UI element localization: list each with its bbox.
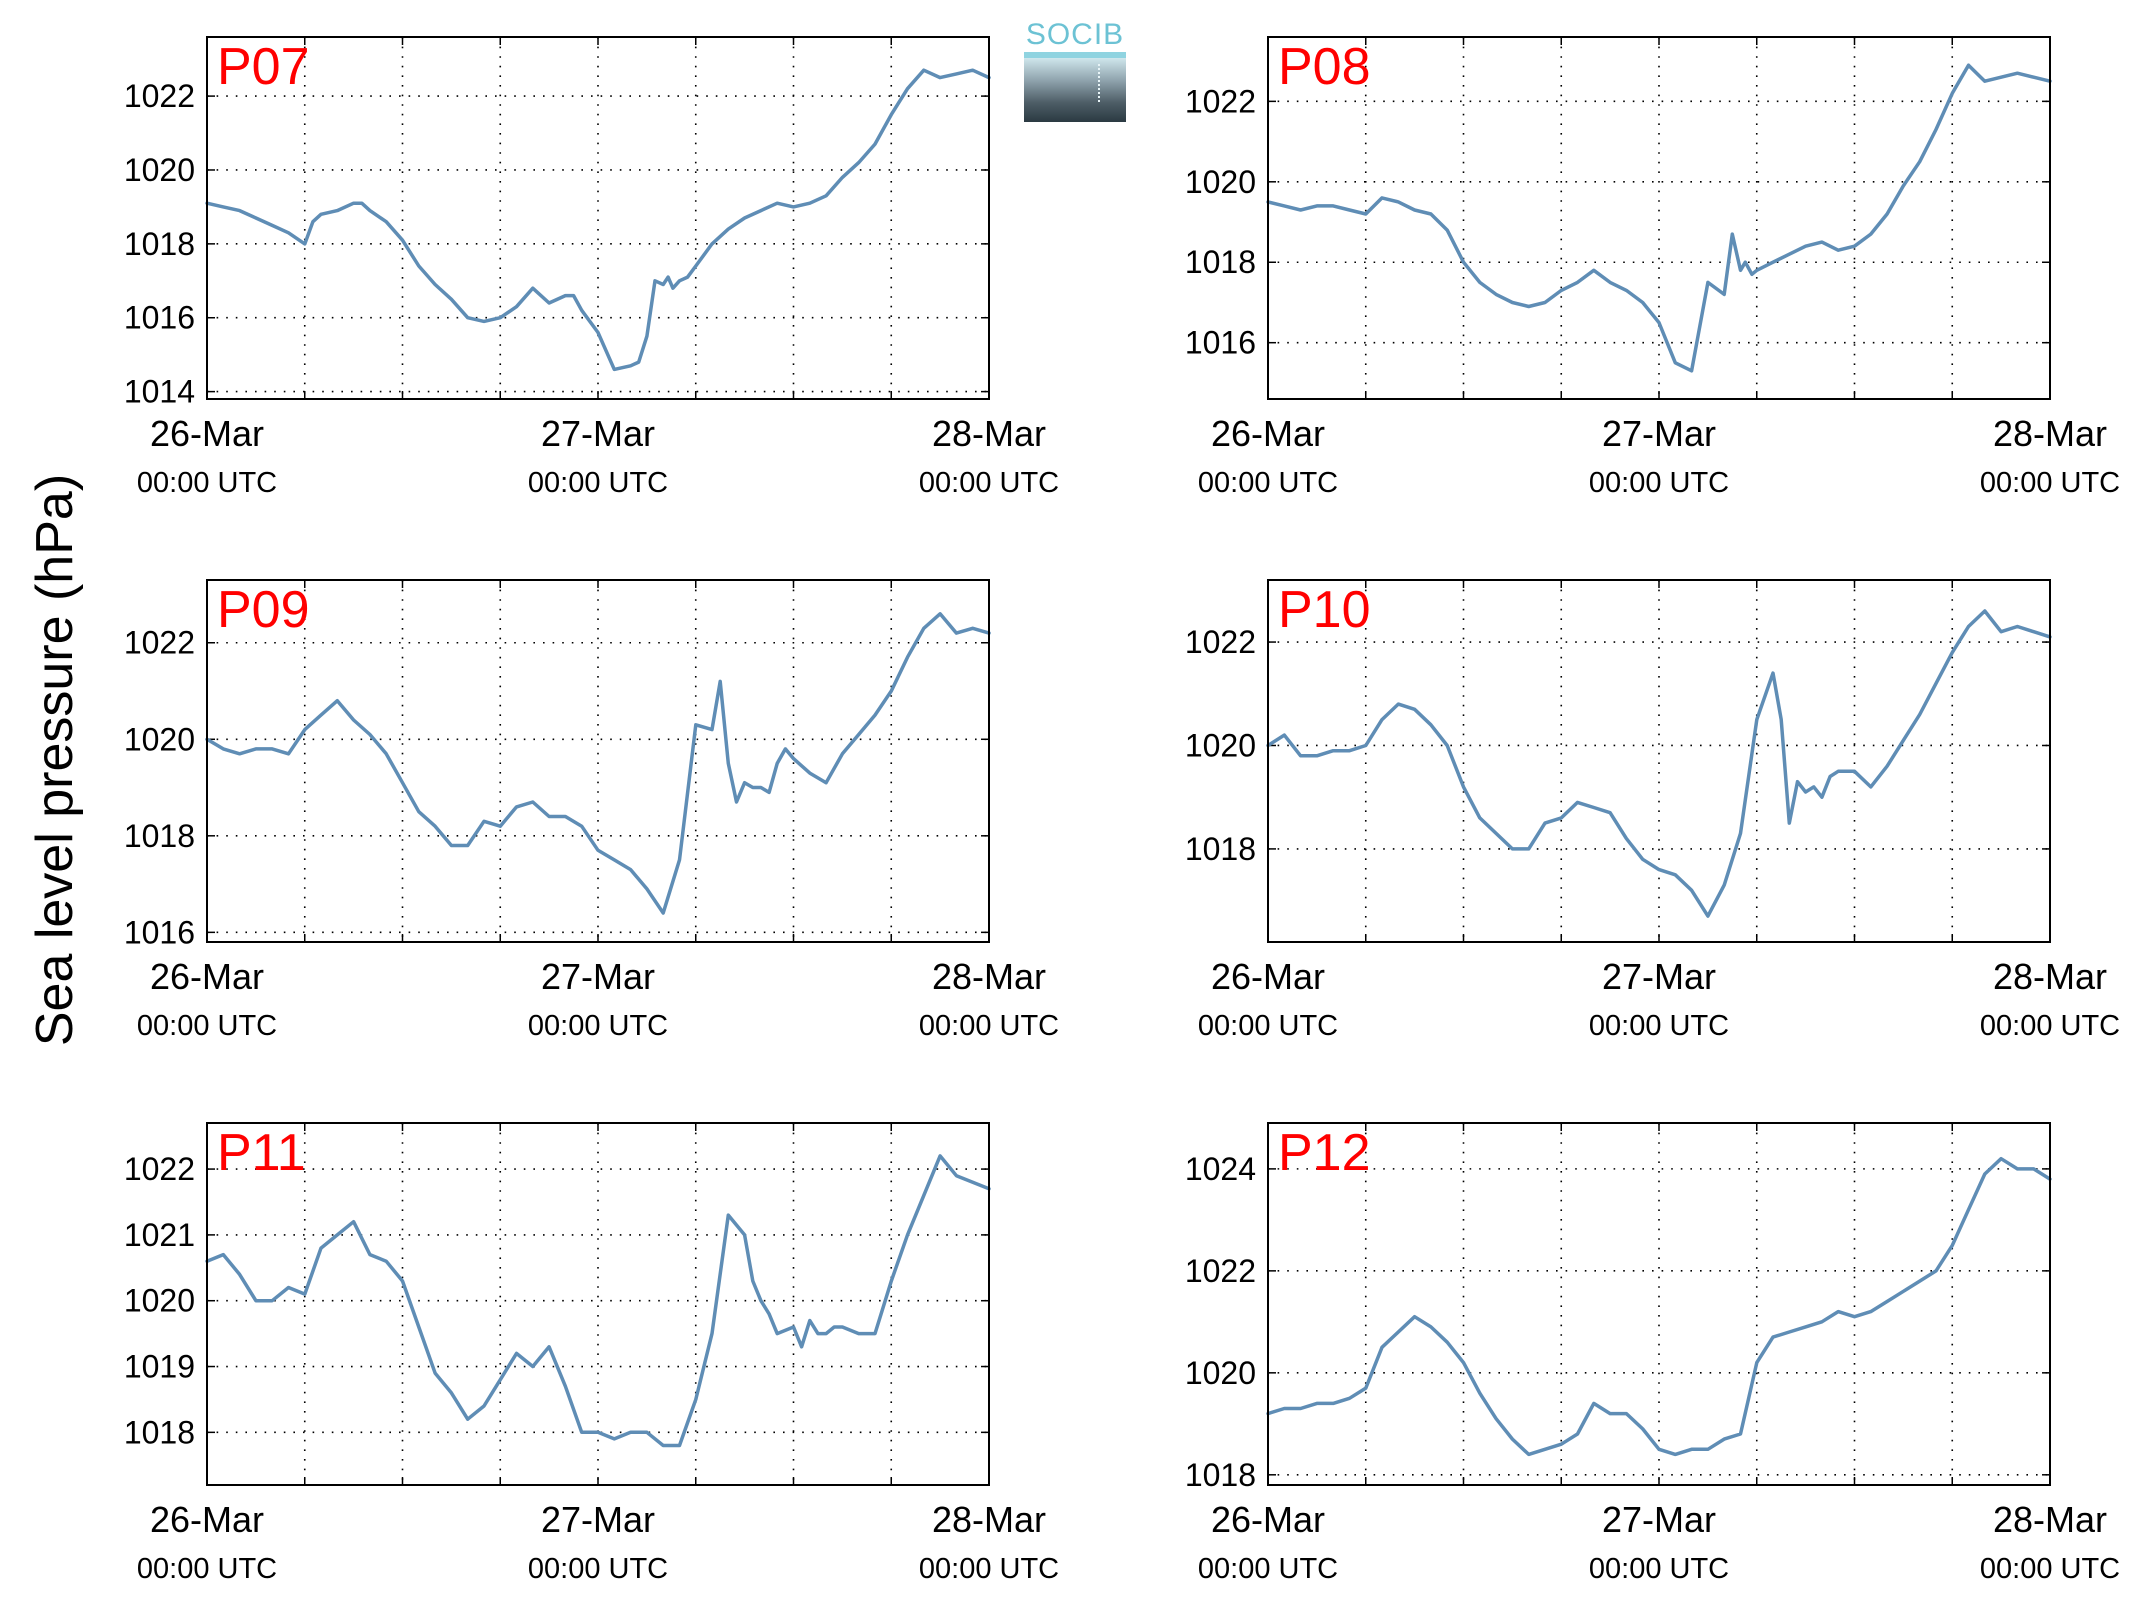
y-tick-label: 1020 (1185, 727, 1256, 763)
y-axis-label-container: Sea level pressure (hPa) (0, 0, 100, 1608)
socib-logo: SOCIB (1024, 18, 1126, 122)
y-tick-label: 1022 (1185, 624, 1256, 660)
panel-title: P07 (217, 38, 310, 96)
x-tick-label-time: 00:00 UTC (137, 467, 277, 499)
chart-panel-p10: 1018 1020 1022 26-Mar 00:00 UTC 27-Mar 00:00 U… (1185, 579, 2120, 1042)
plot-area: 1018 1019 1020 1021 1022 26-Mar 00:00 UTC 27-Ma… (124, 1122, 1059, 1585)
y-tick-label: 1020 (124, 721, 195, 757)
x-tick-label-time: 00:00 UTC (919, 467, 1059, 499)
x-tick-label-date: 26-Mar (1211, 956, 1325, 997)
y-tick-label: 1020 (1185, 164, 1256, 200)
x-tick-label-time: 00:00 UTC (1589, 1553, 1729, 1585)
y-tick-label: 1018 (124, 1414, 195, 1450)
axes-box (1267, 1122, 2051, 1486)
y-tick-label: 1016 (1185, 325, 1256, 361)
x-tick-label-date: 27-Mar (1602, 956, 1716, 997)
series-line (1266, 63, 2052, 373)
panel-title: P10 (1278, 581, 1371, 639)
chart-panel-p07: 1014 1016 1018 1020 1022 26-Mar 00:00 UTC 27-Ma… (124, 36, 1059, 499)
axes-box (1267, 36, 2051, 400)
series-line (1266, 1156, 2052, 1457)
plot-area: 1014 1016 1018 1020 1022 26-Mar 00:00 UTC 27-Ma… (124, 36, 1059, 499)
y-tick-label: 1019 (124, 1349, 195, 1385)
chart-panel-p09: 1016 1018 1020 1022 26-Mar 00:00 UTC 27-Mar 00:… (124, 579, 1059, 1042)
panel-title: P12 (1278, 1124, 1371, 1182)
x-tick-label-time: 00:00 UTC (1589, 467, 1729, 499)
x-tick-label-time: 00:00 UTC (919, 1553, 1059, 1585)
y-tick-label: 1018 (124, 818, 195, 854)
panel-title: P08 (1278, 38, 1371, 96)
x-tick-label-date: 26-Mar (150, 1499, 264, 1540)
x-tick-label-date: 27-Mar (1602, 1499, 1716, 1540)
chart-panel-p12: 1018 1020 1022 1024 26-Mar 00:00 UTC 27-Mar 00:… (1185, 1122, 2120, 1585)
x-tick-label-time: 00:00 UTC (1980, 1010, 2120, 1042)
plot-area: 1016 1018 1020 1022 26-Mar 00:00 UTC 27-Mar 00:… (1185, 36, 2120, 499)
x-tick-label-date: 26-Mar (150, 956, 264, 997)
x-tick-label-date: 26-Mar (1211, 413, 1325, 454)
logo-text: SOCIB (1025, 18, 1125, 51)
x-tick-label-date: 28-Mar (932, 1499, 1046, 1540)
x-tick-label-date: 27-Mar (541, 413, 655, 454)
x-tick-label-time: 00:00 UTC (528, 467, 668, 499)
y-tick-label: 1022 (124, 1151, 195, 1187)
x-tick-label-date: 28-Mar (1993, 956, 2107, 997)
plot-area: 1018 1020 1022 1024 26-Mar 00:00 UTC 27-Mar 00:… (1185, 1122, 2120, 1585)
y-tick-label: 1018 (1185, 1457, 1256, 1493)
x-tick-label-time: 00:00 UTC (919, 1010, 1059, 1042)
series-line (205, 68, 991, 372)
x-tick-label-date: 28-Mar (1993, 1499, 2107, 1540)
x-tick-label-date: 26-Mar (1211, 1499, 1325, 1540)
x-tick-label-time: 00:00 UTC (528, 1553, 668, 1585)
x-tick-label-date: 27-Mar (1602, 413, 1716, 454)
logo-graphic (1024, 52, 1126, 122)
axes-box (206, 1122, 990, 1486)
x-tick-label-date: 28-Mar (1993, 413, 2107, 454)
x-tick-label-date: 28-Mar (932, 413, 1046, 454)
x-tick-label-time: 00:00 UTC (1980, 467, 2120, 499)
y-tick-label: 1022 (1185, 83, 1256, 119)
y-tick-label: 1020 (124, 1283, 195, 1319)
x-tick-label-time: 00:00 UTC (137, 1010, 277, 1042)
series-line (205, 1154, 991, 1448)
y-tick-label: 1024 (1185, 1151, 1256, 1187)
y-tick-label: 1021 (124, 1217, 195, 1253)
axes-box (1267, 579, 2051, 943)
axes-box (206, 36, 990, 400)
x-tick-label-time: 00:00 UTC (1198, 1553, 1338, 1585)
y-tick-label: 1016 (124, 300, 195, 336)
x-tick-label-time: 00:00 UTC (1198, 1010, 1338, 1042)
y-tick-label: 1022 (124, 625, 195, 661)
y-tick-label: 1020 (1185, 1355, 1256, 1391)
x-tick-label-date: 28-Mar (932, 956, 1046, 997)
y-tick-label: 1018 (1185, 831, 1256, 867)
x-tick-label-time: 00:00 UTC (1198, 467, 1338, 499)
chart-panel-p08: 1016 1018 1020 1022 26-Mar 00:00 UTC 27-Mar 00:… (1185, 36, 2120, 499)
plot-area: 1016 1018 1020 1022 26-Mar 00:00 UTC 27-Mar 00:… (124, 579, 1059, 1042)
chart-panel-p11: 1018 1019 1020 1021 1022 26-Mar 00:00 UTC 27-Ma… (124, 1122, 1059, 1585)
x-tick-label-time: 00:00 UTC (528, 1010, 668, 1042)
y-tick-label: 1020 (124, 152, 195, 188)
x-tick-label-time: 00:00 UTC (1589, 1010, 1729, 1042)
x-tick-label-time: 00:00 UTC (137, 1553, 277, 1585)
panel-title: P09 (217, 581, 310, 639)
x-tick-label-time: 00:00 UTC (1980, 1553, 2120, 1585)
y-tick-label: 1022 (124, 78, 195, 114)
plot-area: 1018 1020 1022 26-Mar 00:00 UTC 27-Mar 00:00 U… (1185, 579, 2120, 1042)
series-line (1266, 609, 2052, 918)
y-tick-label: 1022 (1185, 1253, 1256, 1289)
axes-box (206, 579, 990, 943)
y-tick-label: 1016 (124, 914, 195, 950)
y-tick-label: 1018 (1185, 244, 1256, 280)
series-line (205, 612, 991, 915)
x-tick-label-date: 26-Mar (150, 413, 264, 454)
logo-dotted-line (1098, 64, 1100, 102)
y-tick-label: 1014 (124, 374, 195, 410)
x-tick-label-date: 27-Mar (541, 1499, 655, 1540)
x-tick-label-date: 27-Mar (541, 956, 655, 997)
panel-title: P11 (217, 1124, 306, 1182)
y-axis-label: Sea level pressure (hPa) (26, 473, 84, 1047)
y-tick-label: 1018 (124, 226, 195, 262)
